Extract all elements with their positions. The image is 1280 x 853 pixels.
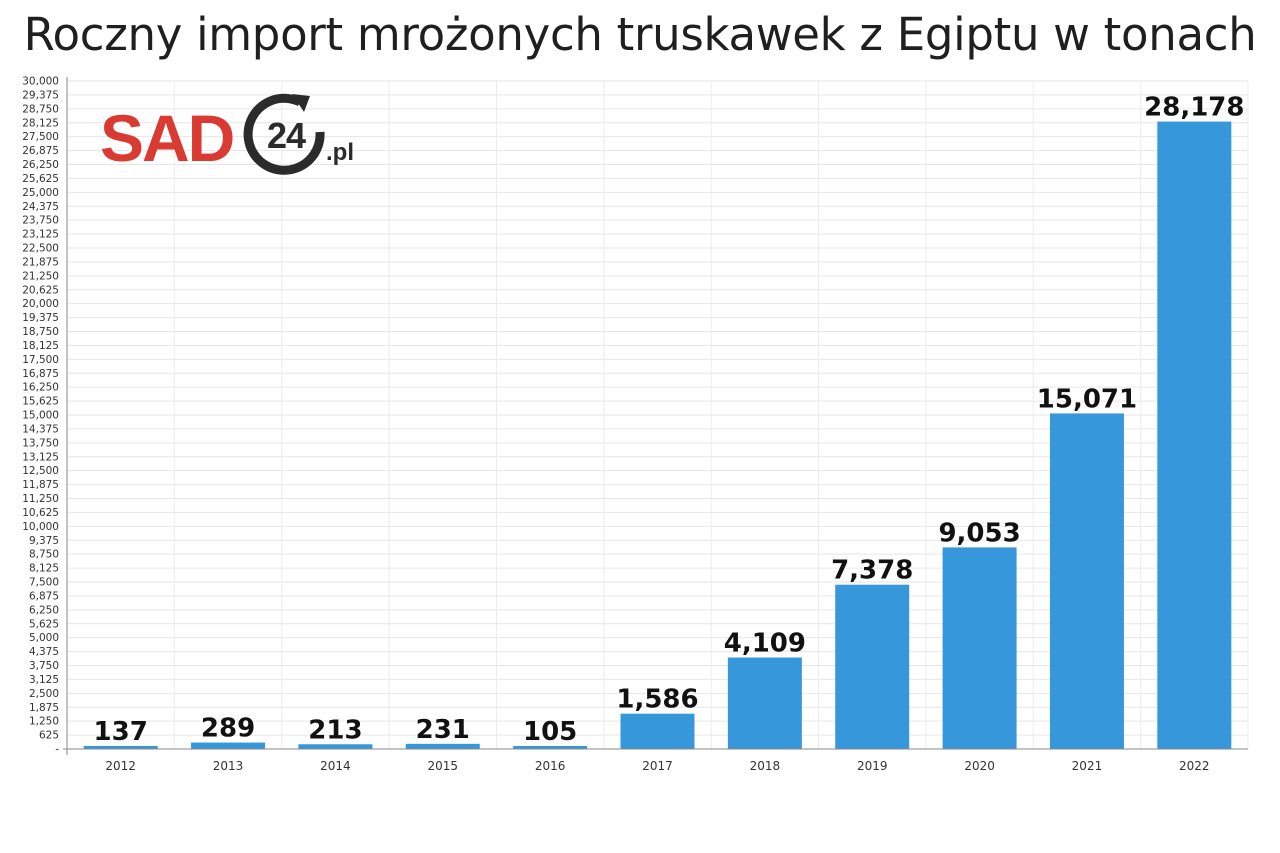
- y-tick-label: 20,000: [22, 298, 59, 310]
- data-label: 289: [201, 714, 255, 744]
- data-label: 9,053: [938, 518, 1020, 548]
- data-labels: 137 289 213 231 105 1,586 4,109 7,378 9,053 15,07…: [94, 93, 1245, 747]
- y-tick-label: 7,500: [29, 577, 59, 589]
- data-label: 137: [94, 717, 148, 747]
- y-tick-label: 6,250: [29, 604, 59, 616]
- y-tick-label: 25,000: [22, 187, 59, 199]
- x-tick-label: 2016: [535, 759, 566, 773]
- x-tick-label: 2022: [1179, 759, 1210, 773]
- sad24-logo: SAD 24 .pl: [100, 92, 370, 184]
- y-tick-label: 6,875: [29, 590, 59, 602]
- data-label: 213: [308, 715, 362, 745]
- y-tick-label: 5,000: [29, 632, 59, 644]
- y-tick-label: 18,125: [22, 340, 59, 352]
- x-tick-label: 2018: [750, 759, 781, 773]
- y-tick-label: -: [55, 744, 59, 756]
- data-label: 105: [523, 717, 577, 747]
- x-tick-label: 2019: [857, 759, 888, 773]
- y-tick-label: 4,375: [29, 646, 59, 658]
- y-tick-label: 625: [39, 730, 59, 742]
- logo-suffix-text: .pl: [326, 139, 354, 166]
- y-tick-label: 28,750: [22, 103, 59, 115]
- y-tick-label: 22,500: [22, 243, 59, 255]
- y-tick-label: 18,750: [22, 326, 59, 338]
- y-tick-label: 16,875: [22, 368, 59, 380]
- y-tick-label: 10,625: [22, 507, 59, 519]
- y-tick-label: 11,875: [22, 479, 59, 491]
- x-tick-labels: 2012 2013 2014 2015 2016 2017 2018 2019 2020 2021…: [105, 759, 1209, 773]
- data-label: 231: [416, 715, 470, 745]
- logo-number-text: 24: [266, 115, 306, 156]
- logo-ring-icon: [243, 93, 325, 175]
- bar-2019: [835, 584, 910, 749]
- y-tick-label: 14,375: [22, 423, 59, 435]
- y-tick-label: 8,125: [29, 563, 59, 575]
- axes: [63, 77, 1248, 755]
- y-tick-label: 11,250: [22, 493, 59, 505]
- y-tick-label: 25,625: [22, 173, 59, 185]
- logo-brand-text: SAD: [100, 101, 235, 175]
- y-tick-label: 23,750: [22, 215, 59, 227]
- y-tick-label: 3,125: [29, 674, 59, 686]
- y-tick-label: 15,625: [22, 396, 59, 408]
- data-label: 4,109: [724, 629, 806, 659]
- bar-2012: [83, 745, 158, 749]
- x-tick-label: 2014: [320, 759, 351, 773]
- data-label: 28,178: [1144, 93, 1244, 123]
- y-tick-label: 21,250: [22, 270, 59, 282]
- bar-2015: [405, 743, 480, 749]
- y-tick-label: 1,250: [29, 716, 59, 728]
- x-tick-label: 2015: [427, 759, 458, 773]
- y-tick-label: 5,625: [29, 618, 59, 630]
- y-tick-labels: - 625 1,250 1,875 2,500 3,125 3,750 4,375 5,000 5…: [22, 76, 59, 756]
- y-tick-label: 12,500: [22, 465, 59, 477]
- y-tick-label: 28,125: [22, 117, 59, 129]
- y-tick-label: 29,375: [22, 89, 59, 101]
- y-tick-label: 17,500: [22, 354, 59, 366]
- y-tick-label: 19,375: [22, 312, 59, 324]
- y-tick-label: 1,875: [29, 702, 59, 714]
- y-tick-label: 24,375: [22, 201, 59, 213]
- y-tick-label: 26,250: [22, 159, 59, 171]
- y-tick-label: 16,250: [22, 382, 59, 394]
- y-tick-label: 2,500: [29, 688, 59, 700]
- y-tick-label: 3,750: [29, 660, 59, 672]
- data-label: 1,586: [616, 685, 698, 715]
- x-tick-label: 2013: [213, 759, 244, 773]
- y-tick-label: 27,500: [22, 131, 59, 143]
- y-tick-label: 13,125: [22, 451, 59, 463]
- x-tick-label: 2020: [964, 759, 995, 773]
- bar-2014: [298, 744, 373, 749]
- y-tick-label: 21,875: [22, 256, 59, 268]
- y-tick-label: 23,125: [22, 229, 59, 241]
- bar-2017: [620, 713, 695, 749]
- bar-2022: [1157, 121, 1232, 749]
- bar-2021: [1049, 413, 1124, 749]
- y-tick-label: 30,000: [22, 76, 59, 88]
- data-label: 15,071: [1037, 384, 1137, 414]
- x-tick-label: 2012: [105, 759, 136, 773]
- y-tick-label: 26,875: [22, 145, 59, 157]
- y-tick-label: 13,750: [22, 437, 59, 449]
- bars: [83, 121, 1232, 749]
- chart-title: Roczny import mrożonych truskawek z Egip…: [23, 8, 1257, 61]
- y-tick-label: 15,000: [22, 410, 59, 422]
- y-tick-label: 20,625: [22, 284, 59, 296]
- bar-2016: [513, 746, 588, 749]
- bar-2013: [191, 742, 266, 749]
- bar-2020: [942, 547, 1017, 749]
- bar-2018: [727, 657, 802, 749]
- x-tick-label: 2021: [1072, 759, 1103, 773]
- y-tick-label: 9,375: [29, 535, 59, 547]
- x-tick-label: 2017: [642, 759, 673, 773]
- y-tick-label: 8,750: [29, 549, 59, 561]
- data-label: 7,378: [831, 556, 913, 586]
- y-tick-label: 10,000: [22, 521, 59, 533]
